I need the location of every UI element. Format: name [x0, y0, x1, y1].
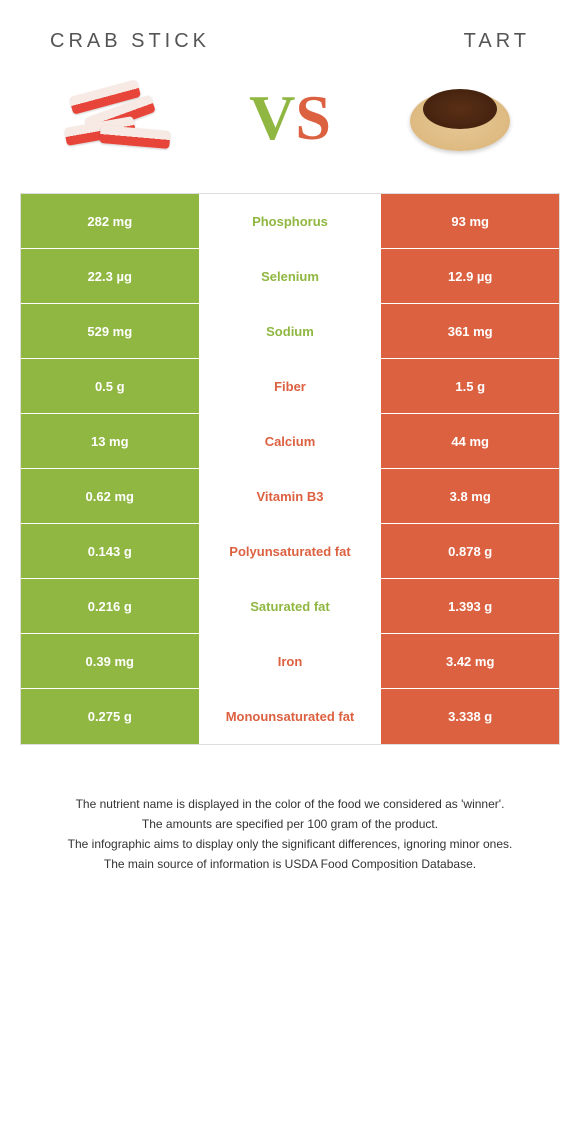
- right-value-cell: 3.8 mg: [381, 469, 559, 523]
- tart-image: [390, 73, 530, 163]
- left-value-cell: 0.62 mg: [21, 469, 199, 523]
- footer-line-1: The nutrient name is displayed in the co…: [30, 795, 550, 813]
- table-row: 13 mgCalcium44 mg: [21, 414, 559, 469]
- nutrient-name-cell: Saturated fat: [199, 579, 382, 633]
- vs-label: VS: [249, 81, 331, 155]
- vs-row: VS: [0, 63, 580, 193]
- table-row: 0.216 gSaturated fat1.393 g: [21, 579, 559, 634]
- footer-line-2: The amounts are specified per 100 gram o…: [30, 815, 550, 833]
- nutrient-name-cell: Polyunsaturated fat: [199, 524, 382, 578]
- left-food-title: Crab Stick: [50, 30, 210, 53]
- nutrient-name-cell: Phosphorus: [199, 194, 382, 248]
- left-value-cell: 529 mg: [21, 304, 199, 358]
- nutrient-name-cell: Monounsaturated fat: [199, 689, 382, 744]
- table-row: 282 mgPhosphorus93 mg: [21, 194, 559, 249]
- table-row: 0.5 gFiber1.5 g: [21, 359, 559, 414]
- right-food-title: Tart: [464, 30, 530, 53]
- footer-line-4: The main source of information is USDA F…: [30, 855, 550, 873]
- left-value-cell: 0.143 g: [21, 524, 199, 578]
- left-value-cell: 0.39 mg: [21, 634, 199, 688]
- left-value-cell: 0.275 g: [21, 689, 199, 744]
- nutrient-name-cell: Iron: [199, 634, 382, 688]
- left-value-cell: 22.3 µg: [21, 249, 199, 303]
- left-value-cell: 13 mg: [21, 414, 199, 468]
- vs-s-letter: S: [295, 82, 331, 153]
- left-value-cell: 0.5 g: [21, 359, 199, 413]
- nutrient-table: 282 mgPhosphorus93 mg22.3 µgSelenium12.9…: [20, 193, 560, 745]
- right-value-cell: 361 mg: [381, 304, 559, 358]
- table-row: 0.39 mgIron3.42 mg: [21, 634, 559, 689]
- footer-line-3: The infographic aims to display only the…: [30, 835, 550, 853]
- table-row: 529 mgSodium361 mg: [21, 304, 559, 359]
- nutrient-name-cell: Vitamin B3: [199, 469, 382, 523]
- nutrient-name-cell: Selenium: [199, 249, 382, 303]
- right-value-cell: 0.878 g: [381, 524, 559, 578]
- nutrient-name-cell: Fiber: [199, 359, 382, 413]
- left-value-cell: 0.216 g: [21, 579, 199, 633]
- table-row: 0.62 mgVitamin B33.8 mg: [21, 469, 559, 524]
- right-value-cell: 12.9 µg: [381, 249, 559, 303]
- nutrient-name-cell: Sodium: [199, 304, 382, 358]
- vs-v-letter: V: [249, 82, 295, 153]
- table-row: 0.275 gMonounsaturated fat3.338 g: [21, 689, 559, 744]
- footer-notes: The nutrient name is displayed in the co…: [0, 775, 580, 915]
- header-row: Crab Stick Tart: [0, 0, 580, 63]
- right-value-cell: 3.338 g: [381, 689, 559, 744]
- crab-stick-image: [50, 73, 190, 163]
- right-value-cell: 44 mg: [381, 414, 559, 468]
- nutrient-name-cell: Calcium: [199, 414, 382, 468]
- right-value-cell: 3.42 mg: [381, 634, 559, 688]
- right-value-cell: 1.5 g: [381, 359, 559, 413]
- table-row: 0.143 gPolyunsaturated fat0.878 g: [21, 524, 559, 579]
- table-row: 22.3 µgSelenium12.9 µg: [21, 249, 559, 304]
- right-value-cell: 1.393 g: [381, 579, 559, 633]
- right-value-cell: 93 mg: [381, 194, 559, 248]
- left-value-cell: 282 mg: [21, 194, 199, 248]
